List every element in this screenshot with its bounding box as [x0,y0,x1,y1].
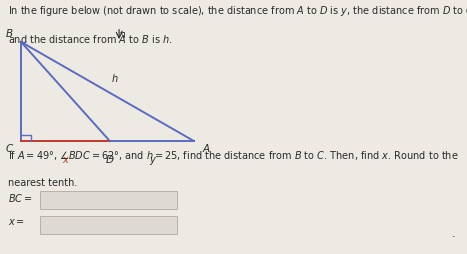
Text: A: A [202,144,209,153]
Text: D: D [106,155,114,165]
Text: In the figure below (not drawn to scale), the distance from $A$ to $D$ is $y$, t: In the figure below (not drawn to scale)… [8,4,467,18]
Text: h: h [112,74,118,84]
FancyBboxPatch shape [40,191,177,209]
FancyBboxPatch shape [40,216,177,234]
Text: nearest tenth.: nearest tenth. [8,178,78,188]
Text: y: y [149,155,155,165]
Text: and the distance from $A$ to $B$ is $h$.: and the distance from $A$ to $B$ is $h$. [8,33,173,45]
Text: C: C [5,144,13,153]
Text: $BC =$: $BC =$ [8,192,33,204]
Text: $x =$: $x =$ [8,217,26,227]
Text: x: x [63,155,68,165]
Text: B: B [6,29,13,39]
Text: If $A = 49°$, $\angle BDC = 62°$, and $h = 25$, find the distance from $B$ to $C: If $A = 49°$, $\angle BDC = 62°$, and $h… [8,149,459,162]
Text: ↳: ↳ [115,27,123,37]
Text: .: . [452,229,455,239]
